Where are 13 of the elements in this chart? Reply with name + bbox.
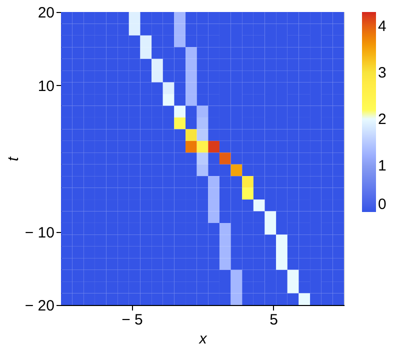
color-bar-label: 3 xyxy=(378,64,386,82)
x-tick-label: − 5 xyxy=(122,312,143,328)
y-tick-label: − 10 xyxy=(24,224,54,242)
y-tick-label: − 20 xyxy=(24,298,54,314)
color-bar-label: 2 xyxy=(378,110,386,128)
color-bar-label: 4 xyxy=(378,18,386,35)
color-bar-label: 0 xyxy=(378,196,386,213)
y-axis-title: t xyxy=(4,156,22,162)
y-tick-label: 20 xyxy=(38,4,54,22)
x-axis-title: x xyxy=(198,330,208,348)
y-tick-label: 10 xyxy=(38,78,54,95)
x-tick-label: 5 xyxy=(270,312,278,328)
color-bar-label: 1 xyxy=(378,157,386,174)
